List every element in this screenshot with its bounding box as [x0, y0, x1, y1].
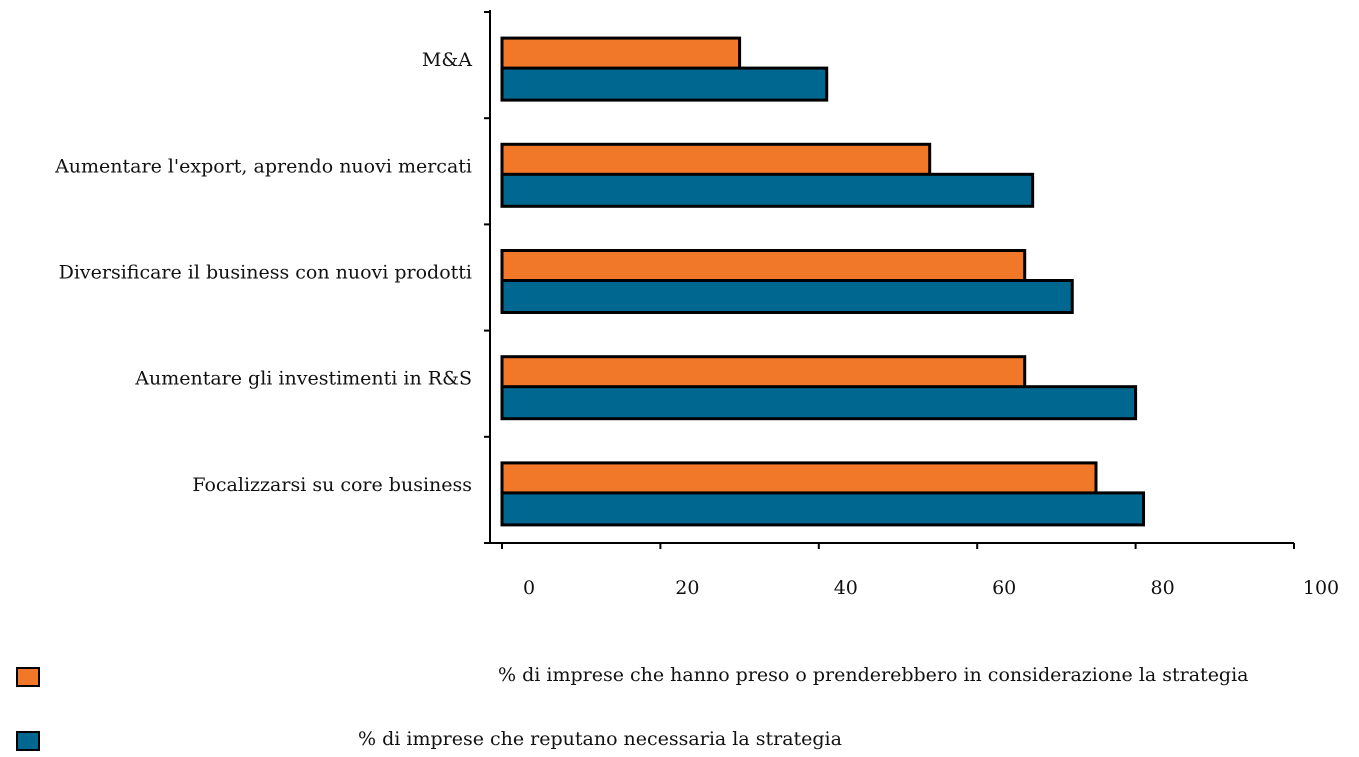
category-label: Aumentare l'export, aprendo nuovi mercat… — [54, 155, 472, 177]
x-tick-label: 40 — [834, 577, 858, 599]
x-tick-label: 20 — [675, 577, 699, 599]
x-tick-label: 80 — [1151, 577, 1175, 599]
category-label: Aumentare gli investimenti in R&S — [134, 368, 472, 390]
bar-series1-1 — [500, 36, 742, 72]
legend-swatch-1 — [16, 667, 40, 687]
legend-label-2: % di imprese che reputano necessaria la … — [358, 728, 842, 750]
bar-chart: M&A Aumentare l'export, aprendo nuovi mer… — [54, 10, 1339, 599]
bar-series2-3 — [500, 279, 1074, 314]
category-label: Diversificare il business con nuovi prod… — [59, 262, 472, 284]
x-tick-label: 60 — [992, 577, 1016, 599]
labels-layer: M&A Aumentare l'export, aprendo nuovi mer… — [54, 49, 1339, 599]
bar-series2-1 — [500, 66, 829, 102]
category-label: Focalizzarsi su core business — [192, 474, 472, 496]
bar-series2-2 — [500, 172, 1035, 208]
bar-series1-4 — [500, 355, 1027, 391]
legend-swatch-2 — [16, 731, 40, 751]
bar-series1-2 — [500, 142, 932, 178]
x-tick-label: 0 — [523, 577, 535, 599]
x-tick-label: 100 — [1303, 577, 1339, 599]
bar-series1-3 — [500, 249, 1027, 284]
category-label: M&A — [422, 49, 472, 71]
bars-layer — [500, 36, 1146, 527]
bar-series2-4 — [500, 385, 1138, 421]
bar-series2-5 — [500, 491, 1146, 527]
bar-series1-5 — [500, 461, 1098, 497]
legend-item-1: % di imprese che hanno preso o prendereb… — [0, 663, 1359, 693]
legend-item-2: % di imprese che reputano necessaria la … — [0, 727, 1359, 757]
legend-label-1: % di imprese che hanno preso o prendereb… — [498, 664, 1249, 686]
axis-layer — [484, 11, 1295, 549]
